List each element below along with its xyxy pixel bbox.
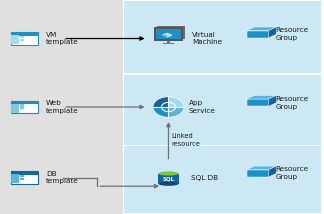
Polygon shape xyxy=(167,34,172,37)
Polygon shape xyxy=(247,95,276,99)
Text: Resource
Group: Resource Group xyxy=(275,166,309,180)
Polygon shape xyxy=(168,107,184,117)
Bar xyxy=(124,75,321,145)
Bar xyxy=(11,174,19,183)
FancyBboxPatch shape xyxy=(0,0,123,75)
Polygon shape xyxy=(269,27,276,38)
Polygon shape xyxy=(269,95,276,106)
Bar xyxy=(167,41,170,43)
Bar xyxy=(159,28,183,38)
Polygon shape xyxy=(247,99,269,106)
Polygon shape xyxy=(247,166,276,170)
Text: SQL: SQL xyxy=(162,176,175,181)
Text: Virtual
Machine: Virtual Machine xyxy=(192,32,222,45)
Polygon shape xyxy=(162,33,172,36)
Polygon shape xyxy=(162,34,167,37)
Bar xyxy=(124,1,321,73)
Text: Linked
resource: Linked resource xyxy=(172,133,201,147)
Text: Web
template: Web template xyxy=(46,100,79,114)
Ellipse shape xyxy=(158,171,179,175)
Bar xyxy=(157,26,185,40)
Bar xyxy=(11,32,38,36)
Bar xyxy=(11,101,38,113)
Text: DB
template: DB template xyxy=(46,171,79,184)
Bar xyxy=(19,39,24,41)
Polygon shape xyxy=(247,27,276,31)
Polygon shape xyxy=(247,170,269,177)
Text: VM
template: VM template xyxy=(46,32,79,45)
Bar xyxy=(154,27,183,41)
Bar xyxy=(19,36,24,38)
Polygon shape xyxy=(168,97,184,107)
Text: Resource
Group: Resource Group xyxy=(275,96,309,110)
Circle shape xyxy=(153,97,184,117)
Ellipse shape xyxy=(158,182,179,186)
Text: SQL DB: SQL DB xyxy=(191,175,218,181)
Bar xyxy=(19,104,24,107)
Bar xyxy=(11,104,19,113)
FancyBboxPatch shape xyxy=(0,73,123,146)
Polygon shape xyxy=(153,97,168,107)
Bar xyxy=(11,171,38,184)
Polygon shape xyxy=(153,107,168,117)
Text: App
Service: App Service xyxy=(189,100,215,114)
Bar xyxy=(11,101,38,104)
Bar xyxy=(19,107,24,109)
Bar xyxy=(124,146,321,213)
Bar xyxy=(11,32,38,45)
Bar xyxy=(156,29,181,40)
FancyBboxPatch shape xyxy=(0,145,123,214)
Bar xyxy=(11,171,38,175)
Bar xyxy=(19,175,24,177)
Bar xyxy=(158,174,179,184)
Bar xyxy=(11,35,19,44)
Bar xyxy=(163,43,174,44)
Text: Resource
Group: Resource Group xyxy=(275,27,309,41)
Polygon shape xyxy=(247,31,269,38)
Bar xyxy=(19,178,24,180)
Polygon shape xyxy=(269,166,276,177)
